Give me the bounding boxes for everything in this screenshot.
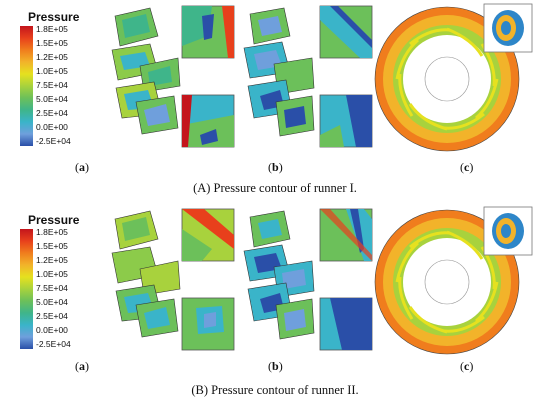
runner-3d-thumbnail xyxy=(483,3,533,53)
zoom-inset-b-lower xyxy=(319,297,373,351)
subfigure-label-c: (c) xyxy=(460,359,474,373)
figure-a-blade-passages xyxy=(111,210,181,338)
zoom-inset-a-upper xyxy=(181,208,235,262)
legend-tick: 7.5E+04 xyxy=(36,80,68,90)
legend-tick: 1.8E+05 xyxy=(36,227,68,237)
legend-tick: 5.0E+04 xyxy=(36,94,68,104)
subfigure-label-c: (c) xyxy=(460,160,474,174)
legend-tick: 1.8E+05 xyxy=(36,24,68,34)
legend-tick: 7.5E+04 xyxy=(36,283,68,293)
legend-title: Pressure xyxy=(28,213,80,227)
legend-title: Pressure xyxy=(28,10,80,24)
subfigure-label-b: (b) xyxy=(268,160,283,174)
legend-tick: 0.0E+00 xyxy=(36,325,68,335)
zoom-inset-a-upper xyxy=(181,5,235,59)
legend-colorbar xyxy=(20,26,33,146)
caption-runner-1: (A) Pressure contour of runner I. xyxy=(193,181,357,195)
legend-tick: 1.0E+05 xyxy=(36,66,68,76)
zoom-inset-b-upper xyxy=(319,208,373,262)
figure-c-runner-contour xyxy=(374,209,520,355)
legend-tick: 1.2E+05 xyxy=(36,255,68,265)
panel-runner-1: Pressure 1.8E+05 1.5E+05 1.2E+05 1.0E+05… xyxy=(20,3,533,195)
figure-c-runner-contour xyxy=(374,6,520,152)
caption-runner-2: (B) Pressure contour of runner II. xyxy=(191,383,359,397)
subfigure-label-a: (a) xyxy=(75,359,89,373)
subfigure-label-b: (b) xyxy=(268,359,283,373)
zoom-inset-a-lower xyxy=(181,297,235,351)
legend-tick: 1.2E+05 xyxy=(36,52,68,62)
subfigure-label-a: (a) xyxy=(75,160,89,174)
figure-a-blade-passages xyxy=(111,7,181,135)
legend-tick: 2.5E+04 xyxy=(36,108,68,118)
legend-tick: 1.5E+05 xyxy=(36,38,68,48)
legend-tick: -2.5E+04 xyxy=(36,339,71,349)
legend-colorbar xyxy=(20,229,33,349)
zoom-inset-b-lower xyxy=(319,94,373,148)
figure-b-blade-passages xyxy=(243,210,315,340)
legend-tick: 2.5E+04 xyxy=(36,311,68,321)
zoom-inset-b-upper xyxy=(319,5,373,59)
figure-b-blade-passages xyxy=(243,7,315,137)
legend-tick: 0.0E+00 xyxy=(36,122,68,132)
legend-tick: -2.5E+04 xyxy=(36,136,71,146)
legend-tick: 1.5E+05 xyxy=(36,241,68,251)
runner-3d-thumbnail xyxy=(483,206,533,256)
zoom-inset-a-lower xyxy=(181,94,235,148)
legend-tick: 1.0E+05 xyxy=(36,269,68,279)
legend-tick: 5.0E+04 xyxy=(36,297,68,307)
panel-runner-2: Pressure 1.8E+05 1.5E+05 1.2E+05 1.0E+05… xyxy=(0,203,550,406)
